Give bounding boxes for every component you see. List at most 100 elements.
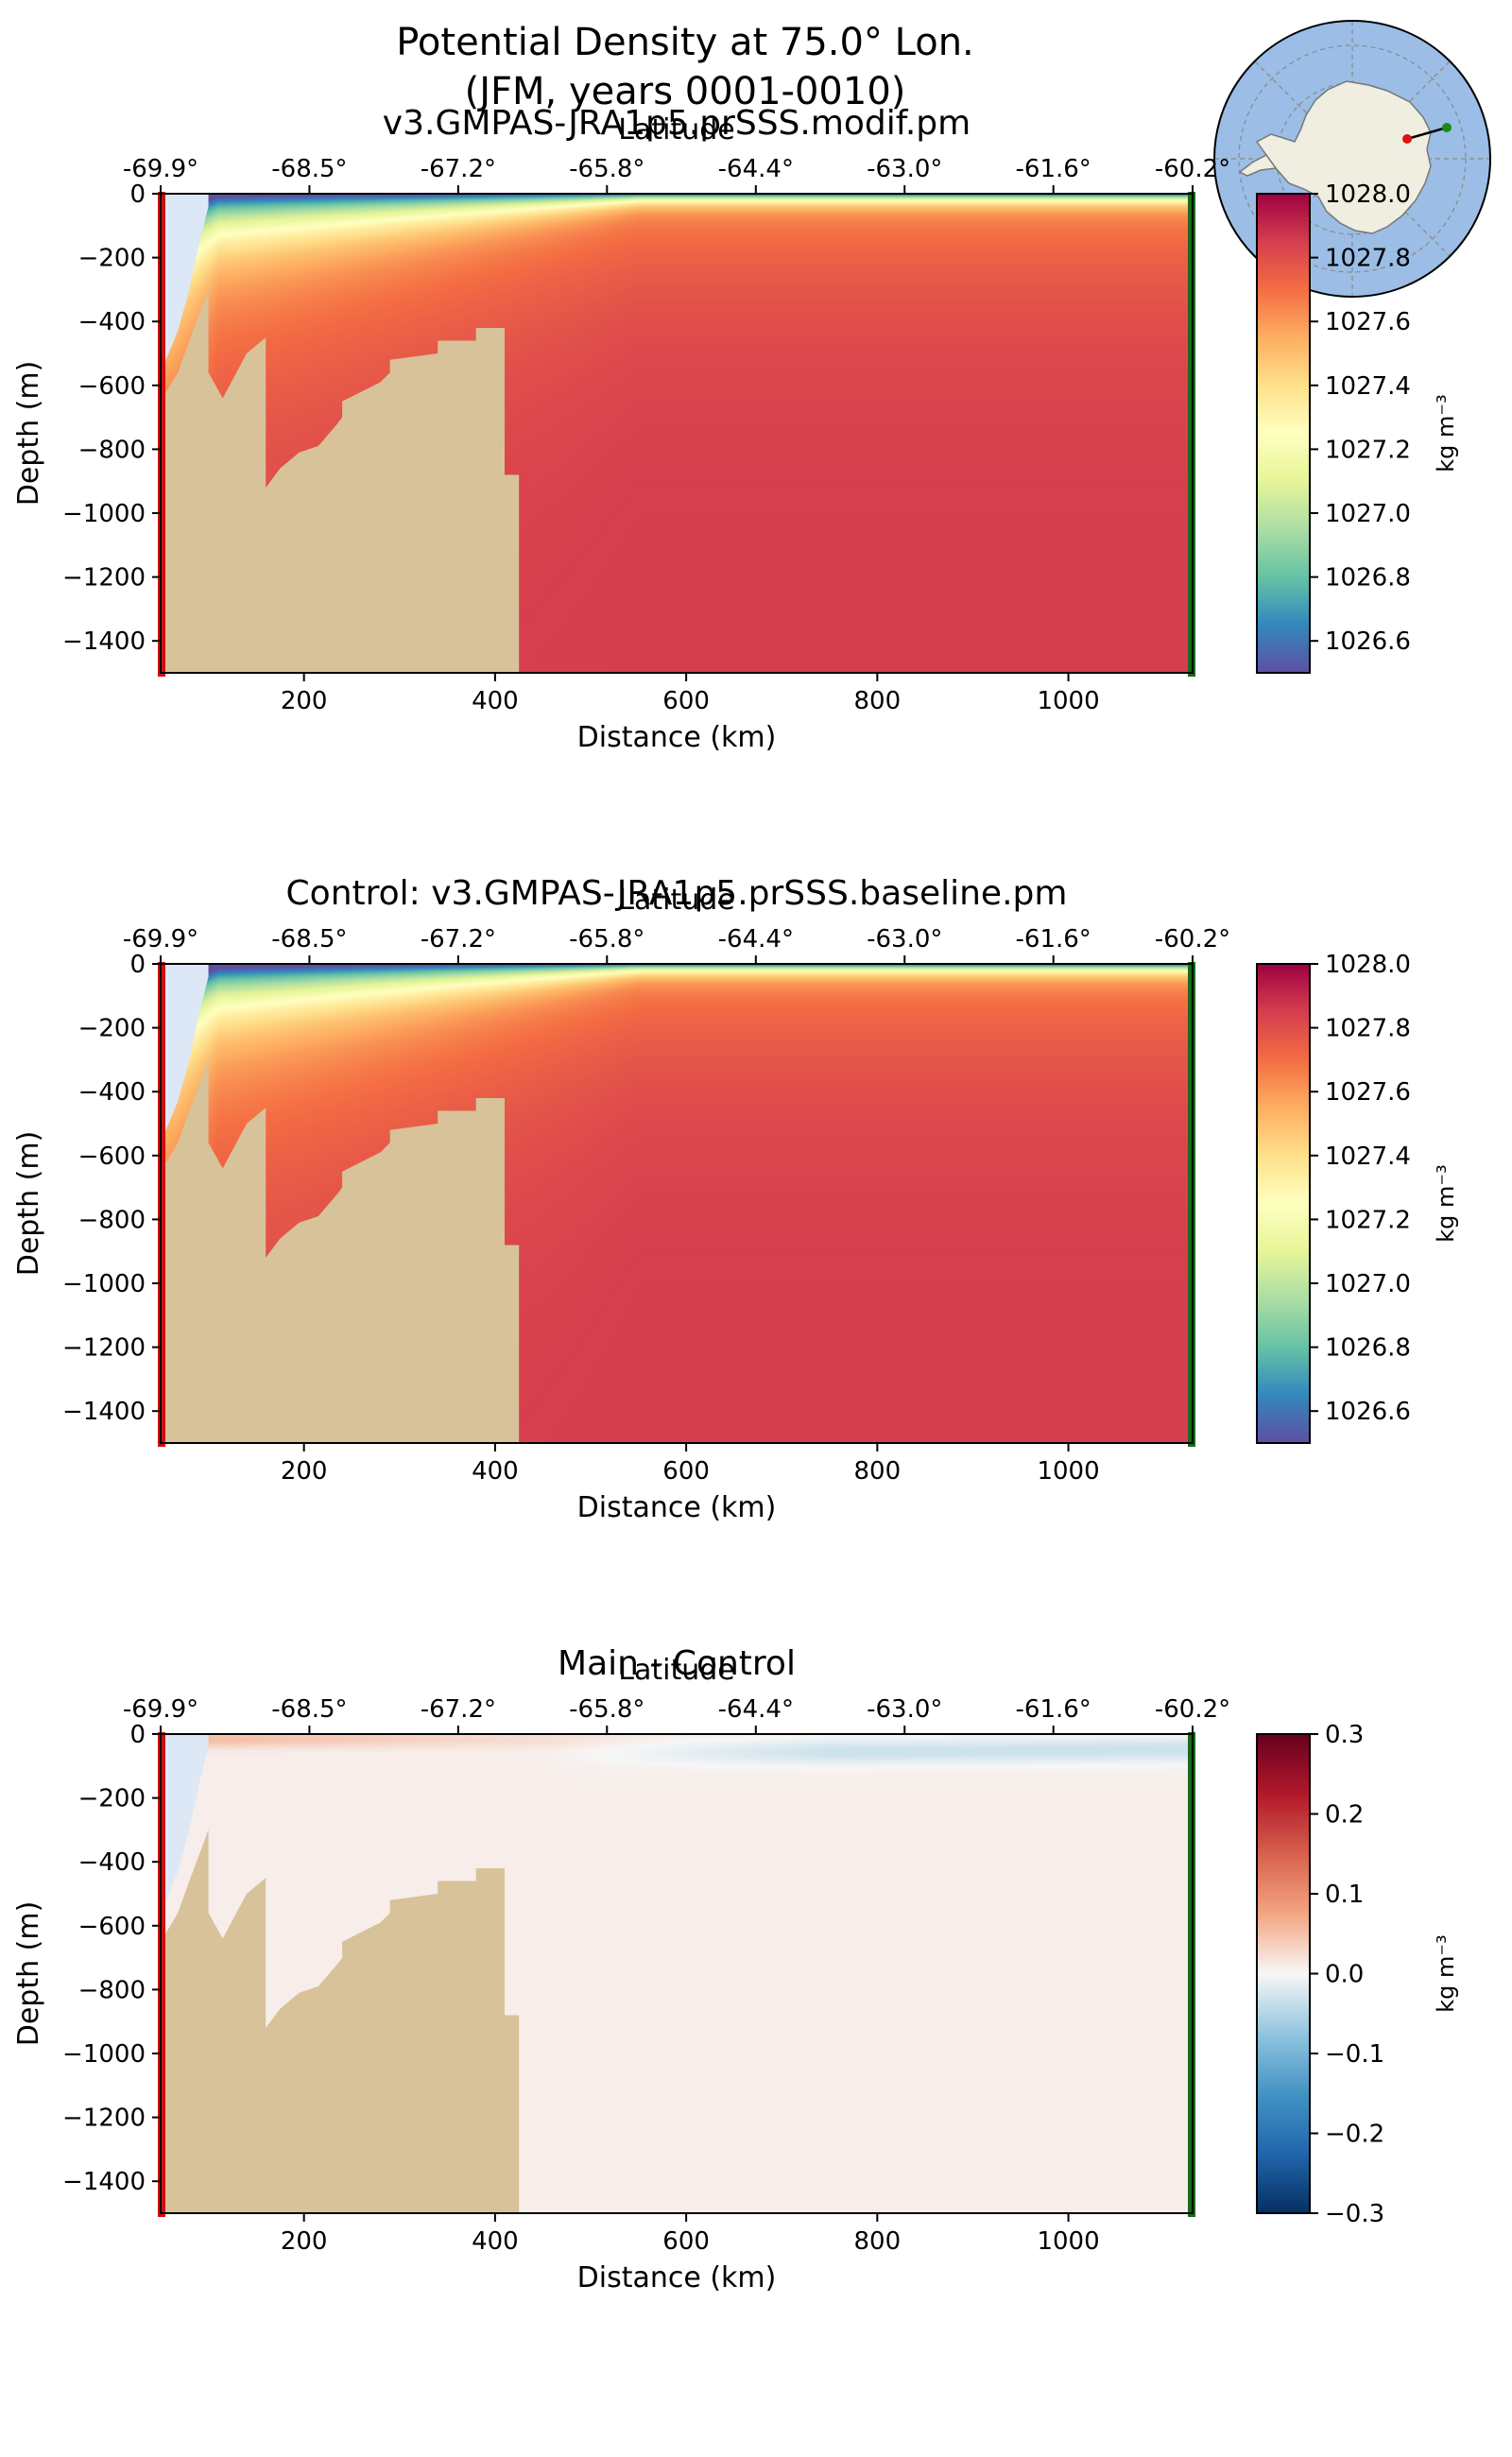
map-peninsula xyxy=(1238,154,1278,177)
lat-tick-label: -64.4° xyxy=(718,1695,794,1724)
y-axis-label: Depth (m) xyxy=(12,1901,45,2047)
y-tick-label: −800 xyxy=(78,436,146,464)
lat-tick-label: -69.9° xyxy=(123,155,198,183)
axes-frame xyxy=(160,963,1194,1444)
chart-panel-2: Control: v3.GMPAS-JRA1p5.prSSS.baseline.… xyxy=(12,874,1459,1524)
panels: v3.GMPAS-JRA1p5.prSSS.modif.pm 200 400 600 8… xyxy=(12,104,1459,2294)
ice-shelf-region xyxy=(161,1734,209,1914)
lat-tick-label: -67.2° xyxy=(421,155,496,183)
y-tick-label: −600 xyxy=(78,1143,146,1171)
y-tick-label: −1000 xyxy=(62,1270,146,1298)
y-tick-label: −600 xyxy=(78,372,146,401)
colorbar-tick-label: 1026.6 xyxy=(1325,627,1411,656)
colorbar-tick-label: 1027.6 xyxy=(1325,308,1411,336)
colorbar-tick-label: 1027.0 xyxy=(1325,500,1411,528)
colorbar-tick-label: 1027.0 xyxy=(1325,1270,1411,1298)
lat-tick-label: -60.2° xyxy=(1155,1695,1230,1724)
lat-tick-label: -68.5° xyxy=(271,155,347,183)
x-tick-label: 800 xyxy=(854,1457,902,1486)
y-axis-label: Depth (m) xyxy=(12,1131,45,1277)
lat-tick-label: -69.9° xyxy=(123,925,198,954)
bathymetry xyxy=(161,1830,520,2213)
x-tick-label: 1000 xyxy=(1037,687,1099,715)
x-tick-label: 600 xyxy=(662,2227,710,2256)
colorbar xyxy=(1256,963,1311,1444)
lat-tick-label: -67.2° xyxy=(421,925,496,954)
y-tick-label: −1200 xyxy=(62,564,146,593)
latitude-axis-label: Latitude xyxy=(618,113,734,146)
y-tick-label: 0 xyxy=(129,1721,146,1749)
lat-tick-label: -61.6° xyxy=(1016,925,1091,954)
lat-tick-label: -61.6° xyxy=(1016,1695,1091,1724)
map-border xyxy=(1213,20,1491,298)
figure-title-line1: Potential Density at 75.0° Lon. xyxy=(396,21,974,64)
colorbar-tick-label: −0.1 xyxy=(1325,2040,1384,2069)
lat-tick-label: -68.5° xyxy=(271,1695,347,1724)
transect-start-dot xyxy=(1402,134,1412,144)
bathymetry xyxy=(161,1059,520,1443)
y-tick-label: −600 xyxy=(78,1913,146,1941)
y-tick-label: −400 xyxy=(78,1078,146,1107)
panel-title: v3.GMPAS-JRA1p5.prSSS.modif.pm xyxy=(383,104,971,143)
x-tick-label: 200 xyxy=(281,2227,328,2256)
x-axis-label: Distance (km) xyxy=(577,1491,777,1524)
colorbar-tick-label: 0.2 xyxy=(1325,1801,1364,1830)
colorbar-tick-label: 1027.4 xyxy=(1325,1143,1411,1171)
x-tick-label: 800 xyxy=(854,2227,902,2256)
lat-tick-label: -65.8° xyxy=(569,155,644,183)
colorbar-tick-label: 1026.6 xyxy=(1325,1398,1411,1426)
y-tick-label: −1000 xyxy=(62,500,146,528)
x-axis-label: Distance (km) xyxy=(577,2261,777,2294)
transect-line xyxy=(1406,126,1448,141)
lat-tick-label: -69.9° xyxy=(123,1695,198,1724)
x-axis-label: Distance (km) xyxy=(577,721,777,754)
y-axis-label: Depth (m) xyxy=(12,361,45,507)
axes-frame xyxy=(160,1733,1194,2214)
y-tick-label: −400 xyxy=(78,308,146,336)
colorbar-tick-label: 1028.0 xyxy=(1325,180,1411,209)
y-tick-label: −400 xyxy=(78,1848,146,1877)
lat-tick-label: -63.0° xyxy=(867,155,942,183)
transect-end-dot xyxy=(1442,123,1452,132)
colorbar xyxy=(1256,193,1311,674)
colorbar-tick-label: −0.3 xyxy=(1325,2200,1384,2228)
x-tick-label: 400 xyxy=(472,2227,519,2256)
latitude-axis-label: Latitude xyxy=(618,884,734,917)
colorbar-tick-label: 1026.8 xyxy=(1325,564,1411,593)
axes-frame xyxy=(160,193,1194,674)
colorbar-label: kg m⁻³ xyxy=(1433,394,1459,472)
bathymetry xyxy=(161,289,520,673)
x-tick-label: 200 xyxy=(281,687,328,715)
colorbar-tick-label: 1027.2 xyxy=(1325,1206,1411,1234)
x-tick-label: 600 xyxy=(662,687,710,715)
lat-tick-label: -65.8° xyxy=(569,925,644,954)
lat-tick-label: -63.0° xyxy=(867,925,942,954)
lat-tick-label: -60.2° xyxy=(1155,925,1230,954)
y-tick-label: −200 xyxy=(78,1785,146,1813)
y-tick-label: −800 xyxy=(78,1976,146,2004)
x-tick-label: 600 xyxy=(662,1457,710,1486)
y-tick-label: −1400 xyxy=(62,2168,146,2196)
chart-panel-1: v3.GMPAS-JRA1p5.prSSS.modif.pm 200 400 600 8… xyxy=(12,104,1459,754)
latitude-axis-label: Latitude xyxy=(618,1654,734,1687)
colorbar-label: kg m⁻³ xyxy=(1433,1934,1459,2012)
x-tick-label: 400 xyxy=(472,1457,519,1486)
y-tick-label: −800 xyxy=(78,1206,146,1234)
lat-tick-label: -60.2° xyxy=(1155,155,1230,183)
y-tick-label: −1400 xyxy=(62,1398,146,1426)
x-tick-label: 800 xyxy=(854,687,902,715)
colorbar-tick-label: −0.2 xyxy=(1325,2121,1384,2149)
map-antarctica xyxy=(1255,80,1432,234)
colorbar-tick-label: 1027.8 xyxy=(1325,245,1411,273)
x-tick-label: 400 xyxy=(472,687,519,715)
y-tick-label: −200 xyxy=(78,1015,146,1043)
ice-shelf-region xyxy=(161,964,209,1143)
y-tick-label: −1200 xyxy=(62,2105,146,2133)
x-tick-label: 1000 xyxy=(1037,1457,1099,1486)
lat-tick-label: -68.5° xyxy=(271,925,347,954)
lat-tick-label: -64.4° xyxy=(718,155,794,183)
colorbar-label: kg m⁻³ xyxy=(1433,1164,1459,1242)
y-tick-label: −200 xyxy=(78,245,146,273)
colorbar-tick-label: 1027.2 xyxy=(1325,436,1411,464)
